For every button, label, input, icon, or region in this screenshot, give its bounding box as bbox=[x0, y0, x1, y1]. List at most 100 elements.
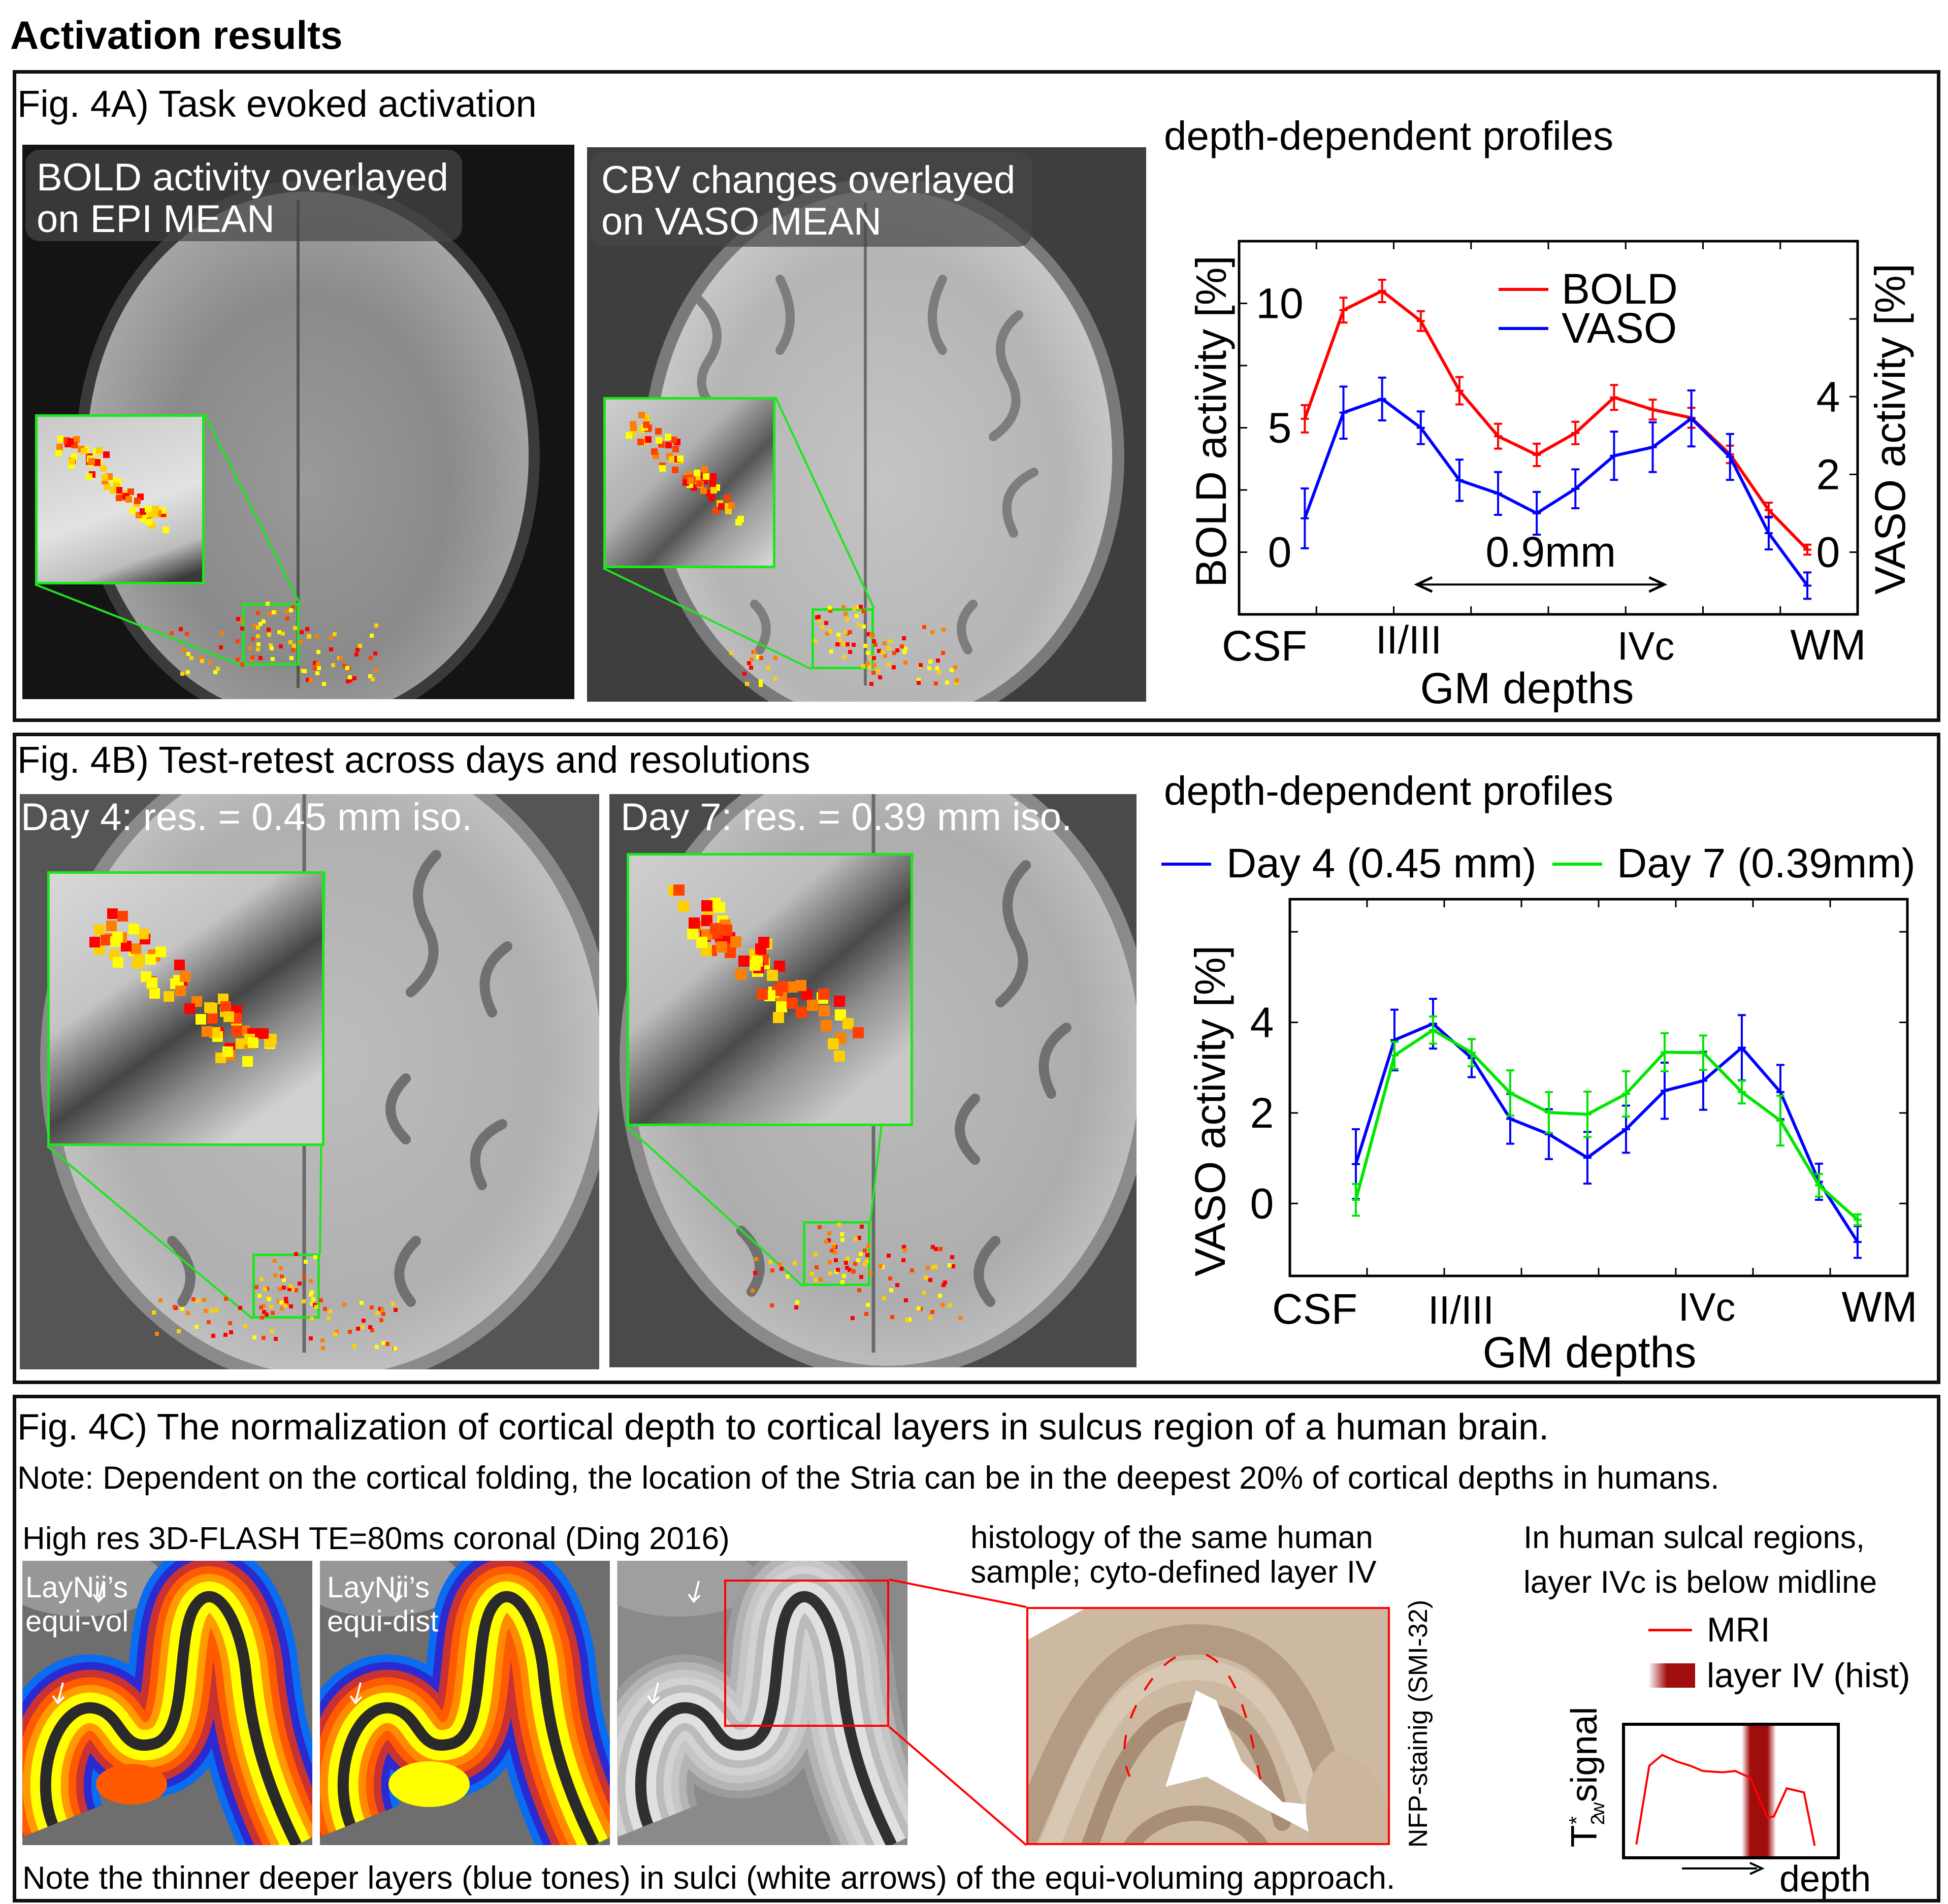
activation-voxel bbox=[258, 656, 263, 661]
activation-voxel bbox=[265, 1287, 270, 1291]
activation-voxel bbox=[839, 1232, 844, 1237]
activation-voxel bbox=[368, 674, 373, 679]
activation-voxel bbox=[113, 957, 124, 968]
activation-voxel bbox=[845, 642, 850, 646]
activation-voxel bbox=[370, 633, 374, 638]
activation-voxel bbox=[766, 666, 771, 671]
series-line bbox=[1303, 397, 1809, 587]
image-caption: BOLD activity overlayed on EPI MEAN bbox=[25, 150, 462, 241]
activation-voxel bbox=[878, 675, 883, 679]
plot-frame bbox=[1288, 898, 1909, 1277]
activation-voxel bbox=[864, 1311, 868, 1316]
activation-voxel bbox=[786, 1274, 790, 1278]
activation-voxel bbox=[935, 659, 940, 663]
y-axis-label-left: BOLD activity [%] bbox=[1187, 255, 1235, 587]
activation-voxel bbox=[345, 679, 350, 684]
activation-voxel bbox=[830, 1249, 834, 1253]
activation-voxel bbox=[886, 662, 891, 667]
ylabel-base: T bbox=[1564, 1825, 1605, 1848]
panel-4c-bottom-note: Note the thinner deeper layers (blue ton… bbox=[22, 1860, 1395, 1896]
activation-voxel bbox=[251, 637, 255, 642]
activation-voxel bbox=[280, 631, 285, 636]
activation-voxel bbox=[892, 651, 897, 655]
activation-voxel bbox=[125, 496, 133, 503]
activation-voxel bbox=[184, 632, 189, 636]
activation-voxel bbox=[273, 1337, 278, 1341]
activation-voxel bbox=[288, 1284, 293, 1288]
activation-voxel bbox=[348, 675, 352, 679]
activation-voxel bbox=[312, 661, 317, 666]
activation-voxel bbox=[828, 1271, 833, 1276]
activation-voxel bbox=[840, 1238, 845, 1242]
ylabel-sub2: w bbox=[1587, 1802, 1609, 1817]
activation-voxel bbox=[110, 936, 121, 947]
activation-voxel bbox=[933, 1265, 938, 1269]
activation-voxel bbox=[274, 610, 278, 615]
activation-voxel bbox=[236, 616, 241, 621]
activation-voxel bbox=[257, 1293, 262, 1298]
legend-label-layer-iv: layer IV (hist) bbox=[1707, 1656, 1910, 1695]
activation-voxel bbox=[842, 1273, 847, 1278]
series-line bbox=[1354, 1022, 1859, 1243]
activation-voxel bbox=[348, 678, 352, 682]
activation-voxel bbox=[756, 988, 768, 1000]
activation-voxel bbox=[145, 954, 156, 965]
activation-voxel bbox=[299, 630, 304, 635]
white-matter-region bbox=[22, 1561, 165, 1617]
activation-voxel bbox=[735, 518, 742, 526]
activation-voxel bbox=[947, 1263, 952, 1267]
activation-voxel bbox=[68, 457, 75, 465]
legend-swatch-day4 bbox=[1161, 863, 1211, 866]
activation-voxel bbox=[329, 1309, 333, 1314]
activation-voxel bbox=[927, 666, 932, 670]
activation-voxel bbox=[236, 658, 240, 662]
activation-voxel bbox=[752, 650, 757, 654]
activation-voxel bbox=[869, 634, 873, 638]
activation-voxel bbox=[262, 1335, 266, 1340]
activation-voxel bbox=[918, 663, 923, 668]
y2-tick-label: 0 bbox=[1816, 529, 1840, 576]
activation-voxel bbox=[958, 1316, 963, 1320]
activation-voxel bbox=[309, 1278, 313, 1283]
sulcus-csf bbox=[40, 1591, 302, 1845]
activation-voxel bbox=[302, 1274, 306, 1279]
y2-tick-label: 2 bbox=[1816, 450, 1840, 498]
activation-voxel bbox=[223, 1332, 228, 1337]
activation-voxel bbox=[795, 1300, 799, 1305]
activation-voxel bbox=[196, 1298, 200, 1303]
activation-voxel bbox=[777, 1262, 782, 1266]
activation-voxel bbox=[709, 476, 716, 483]
activation-voxel bbox=[294, 1288, 298, 1293]
activation-voxel bbox=[876, 668, 881, 673]
depth-arrow-icon bbox=[1682, 1862, 1765, 1875]
x-tick-label-csf: CSF bbox=[1222, 622, 1307, 670]
activation-voxel bbox=[835, 642, 839, 647]
activation-voxel bbox=[154, 1331, 159, 1336]
activation-voxel bbox=[289, 608, 294, 613]
mri-profile-line bbox=[1635, 1754, 1816, 1846]
activation-voxel bbox=[856, 605, 861, 609]
activation-voxel bbox=[943, 1280, 948, 1285]
activation-voxel bbox=[827, 1231, 832, 1236]
activation-voxel bbox=[665, 434, 672, 441]
activation-voxel bbox=[255, 611, 260, 615]
activation-voxel bbox=[767, 969, 778, 981]
activation-voxel bbox=[381, 1312, 385, 1317]
activation-voxel bbox=[202, 1298, 206, 1302]
activation-voxel bbox=[813, 1277, 818, 1282]
activation-voxel bbox=[928, 1315, 933, 1320]
activation-voxel bbox=[871, 655, 876, 660]
activation-voxel bbox=[903, 1248, 907, 1252]
activation-voxel bbox=[836, 632, 840, 637]
activation-voxel bbox=[354, 652, 359, 656]
caption-line: on VASO MEAN bbox=[601, 200, 882, 244]
y-axis-label: T2*wsignal bbox=[1564, 1706, 1609, 1848]
activation-voxel bbox=[744, 682, 749, 686]
midline-fissure bbox=[297, 201, 300, 688]
activation-voxel bbox=[843, 612, 848, 616]
activation-voxel bbox=[848, 649, 852, 654]
series-vaso bbox=[1301, 376, 1812, 600]
activation-voxel bbox=[374, 668, 378, 673]
activation-voxel bbox=[348, 1329, 352, 1334]
activation-voxel bbox=[195, 1014, 206, 1025]
